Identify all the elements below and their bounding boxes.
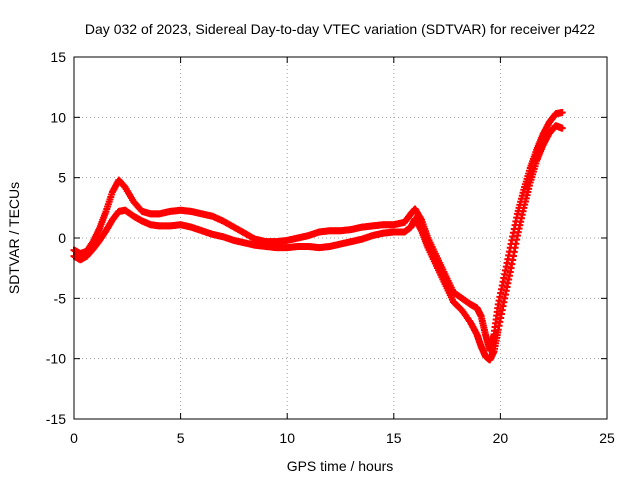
data-marks	[70, 109, 566, 364]
data-point	[558, 109, 566, 117]
x-tick-label: 10	[279, 430, 295, 446]
x-tick-label: 0	[70, 430, 78, 446]
series-track-upper	[70, 109, 566, 354]
chart-title: Day 032 of 2023, Sidereal Day-to-day VTE…	[85, 21, 595, 37]
x-tick-label: 25	[599, 430, 615, 446]
y-tick-label: -15	[46, 411, 66, 427]
x-tick-label: 15	[386, 430, 402, 446]
y-tick-label: 0	[58, 230, 66, 246]
data-point	[558, 124, 566, 132]
x-axis-label: GPS time / hours	[287, 458, 394, 474]
x-tick-label: 5	[177, 430, 185, 446]
y-tick-label: 5	[58, 170, 66, 186]
y-tick-label: 15	[50, 49, 66, 65]
x-tick-label: 20	[493, 430, 509, 446]
y-tick-label: -10	[46, 351, 66, 367]
series-track-lower	[70, 122, 566, 364]
y-tick-label: 10	[50, 109, 66, 125]
y-tick-label: -5	[54, 290, 67, 306]
y-axis-label: SDTVAR / TECUs	[6, 182, 22, 294]
grid-lines	[74, 57, 607, 419]
plot-frame	[73, 56, 608, 420]
